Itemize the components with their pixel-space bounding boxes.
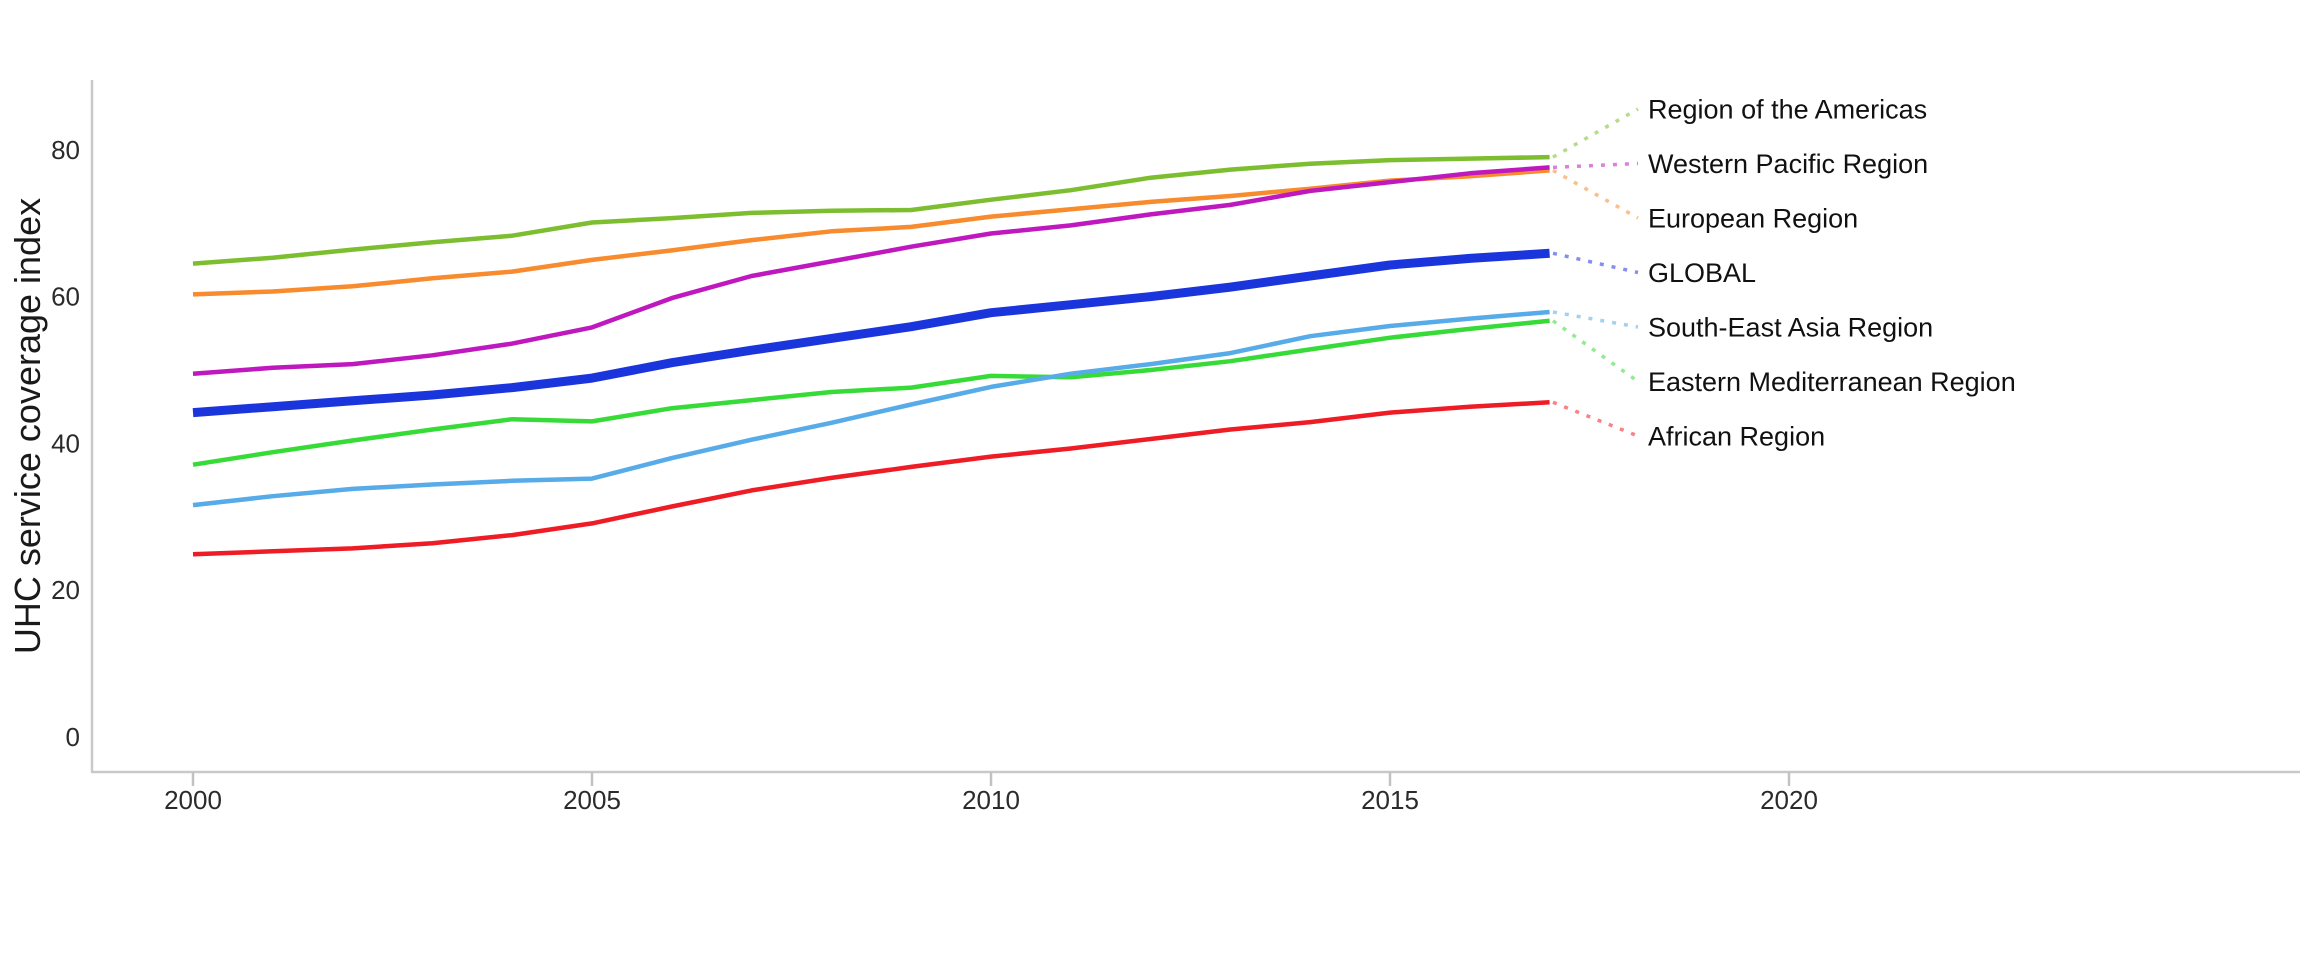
series-labels: Region of the Americas Western Pacific Re… bbox=[1648, 95, 2016, 452]
series-label-region-of-the-americas: Region of the Americas bbox=[1648, 95, 1927, 125]
series-line-eastern-mediterranean-region bbox=[192, 318, 1550, 467]
x-tick-label: 2000 bbox=[164, 785, 222, 815]
y-tick-label: 20 bbox=[51, 575, 80, 605]
series-line-region-of-the-americas bbox=[192, 154, 1550, 266]
leader-line-western-pacific-region bbox=[1552, 161, 1639, 170]
x-tick-label: 2020 bbox=[1760, 785, 1818, 815]
series-label-south-east-asia-region: South-East Asia Region bbox=[1648, 313, 1933, 343]
series-line-african-region bbox=[192, 400, 1550, 557]
series-label-global: GLOBAL bbox=[1648, 258, 1756, 288]
leader-line-eastern-mediterranean-region bbox=[1551, 319, 1640, 383]
y-tick-label: 40 bbox=[51, 428, 80, 458]
axis-tick-marks bbox=[191, 772, 1791, 786]
series-lines bbox=[192, 154, 1550, 557]
axes bbox=[90, 80, 2300, 774]
leader-line-african-region bbox=[1552, 400, 1639, 438]
leader-lines bbox=[1551, 107, 1640, 438]
series-label-western-pacific-region: Western Pacific Region bbox=[1648, 149, 1928, 179]
y-tick-label: 80 bbox=[51, 135, 80, 165]
x-tick-label: 2010 bbox=[962, 785, 1020, 815]
leader-line-region-of-the-americas bbox=[1552, 107, 1639, 159]
series-label-european-region: European Region bbox=[1648, 204, 1858, 234]
leader-line-south-east-asia-region bbox=[1552, 310, 1639, 329]
series-label-african-region: African Region bbox=[1648, 422, 1825, 452]
series-label-eastern-mediterranean-region: Eastern Mediterranean Region bbox=[1648, 367, 2016, 397]
y-tick-label: 0 bbox=[66, 722, 80, 752]
x-tick-label: 2015 bbox=[1361, 785, 1419, 815]
y-tick-label: 60 bbox=[51, 282, 80, 312]
series-line-global bbox=[192, 248, 1550, 418]
series-line-south-east-asia-region bbox=[192, 309, 1550, 508]
series-line-western-pacific-region bbox=[192, 165, 1550, 376]
axis-tick-labels: 2000 2005 2010 2015 2020 0 20 40 60 80 bbox=[51, 135, 1818, 815]
leader-line-european-region bbox=[1552, 168, 1639, 220]
leader-line-global bbox=[1552, 251, 1639, 275]
x-tick-label: 2005 bbox=[563, 785, 621, 815]
y-axis-title: UHC service coverage index bbox=[7, 198, 48, 654]
